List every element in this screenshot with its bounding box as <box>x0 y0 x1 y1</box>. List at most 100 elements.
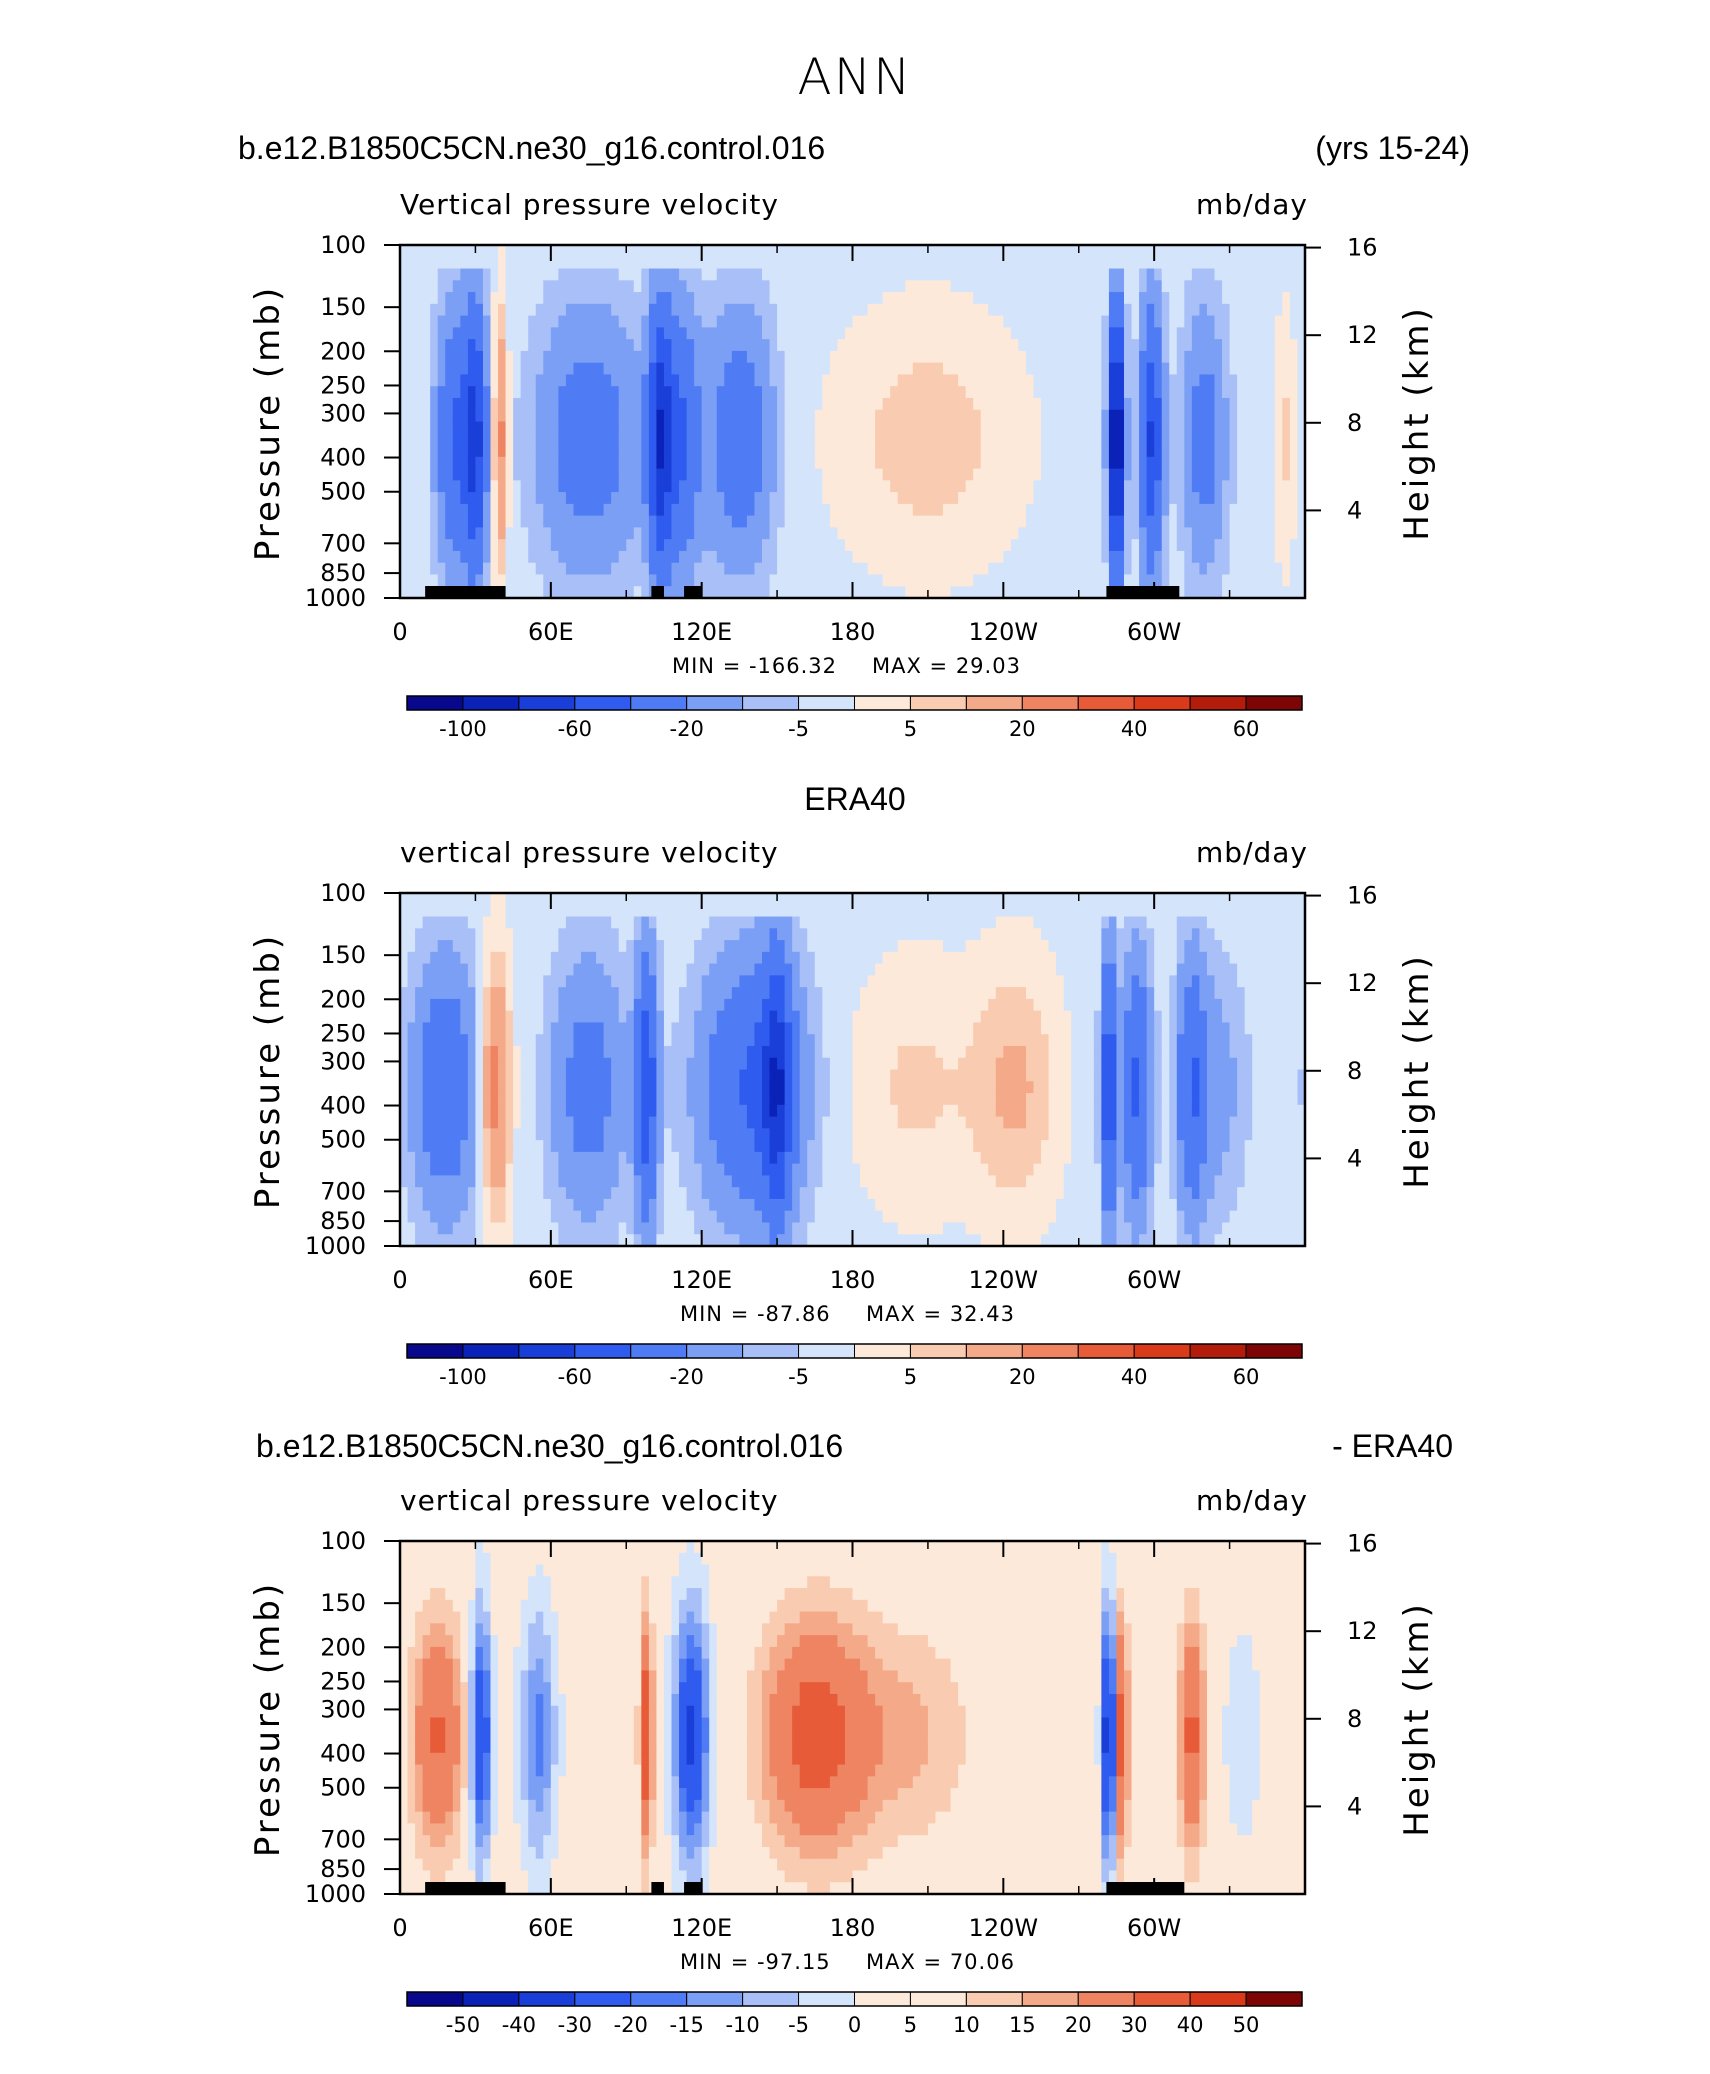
field-cell <box>927 503 937 517</box>
field-cell <box>415 1022 424 1035</box>
field-cell <box>656 550 665 564</box>
field-cell <box>814 539 823 552</box>
field-cell <box>626 550 635 564</box>
field-cell <box>467 1010 477 1024</box>
field-cell <box>543 303 552 317</box>
field-cell <box>1199 550 1208 564</box>
field-cell <box>679 456 688 470</box>
field-cell <box>686 433 695 446</box>
field-cell <box>1206 433 1216 446</box>
field-cell <box>1048 362 1057 376</box>
field-cell <box>400 433 409 446</box>
field-cell <box>407 963 416 976</box>
field-cell <box>445 916 454 929</box>
field-cell <box>995 527 1004 540</box>
field-cell <box>1267 492 1276 505</box>
field-cell <box>679 1234 688 1247</box>
field-cell <box>1056 433 1065 446</box>
field-cell <box>920 339 929 352</box>
field-cell <box>641 998 650 1012</box>
field-cell <box>535 1140 544 1153</box>
field-cell <box>1146 362 1155 376</box>
field-cell <box>882 397 891 411</box>
panel-1-left-title: b.e12.B1850C5CN.ne30_g16.control.016 <box>238 130 826 166</box>
field-cell <box>581 315 590 328</box>
field-cell <box>724 292 733 305</box>
field-cell <box>656 527 665 540</box>
field-cell <box>1184 539 1193 552</box>
field-cell <box>671 1093 680 1106</box>
field-cell <box>716 292 725 305</box>
field-cell <box>1282 503 1291 517</box>
field-cell <box>520 963 529 976</box>
field-cell <box>1297 574 1306 587</box>
field-cell <box>550 480 559 493</box>
field-cell <box>543 975 552 988</box>
field-cell <box>799 586 808 599</box>
field-cell <box>943 421 952 434</box>
field-cell <box>1078 315 1087 328</box>
field-cell <box>754 280 763 293</box>
field-cell <box>694 327 703 340</box>
field-cell <box>829 409 839 423</box>
field-cell <box>565 456 575 470</box>
field-cell <box>400 1187 409 1200</box>
field-cell <box>724 409 733 423</box>
field-cell <box>701 350 710 364</box>
field-cell <box>1041 315 1050 328</box>
field-cell <box>475 350 484 364</box>
field-cell <box>679 350 688 364</box>
field-cell <box>520 515 529 528</box>
field-cell <box>633 975 642 988</box>
field-cell <box>520 916 529 929</box>
field-cell <box>437 998 446 1012</box>
field-cell <box>814 586 823 599</box>
field-cell <box>1033 515 1042 528</box>
field-cell <box>641 292 650 305</box>
field-cell <box>641 1093 650 1106</box>
field-cell <box>490 940 499 953</box>
field-cell <box>498 280 507 293</box>
field-cell <box>581 327 590 340</box>
field-cell <box>581 397 590 411</box>
field-cell <box>490 492 499 505</box>
field-cell <box>400 1010 409 1024</box>
field-cell <box>1229 421 1238 434</box>
field-cell <box>550 527 559 540</box>
field-cell <box>1184 374 1193 387</box>
field-cell <box>1297 445 1306 458</box>
field-cell <box>482 1140 492 1153</box>
field-cell <box>1176 480 1185 493</box>
field-cell <box>694 1163 703 1176</box>
field-cell <box>1282 409 1291 423</box>
field-cell <box>633 339 642 352</box>
field-cell <box>1101 280 1110 293</box>
field-cell <box>596 409 605 423</box>
field-cell <box>430 409 439 423</box>
field-cell <box>1206 386 1216 399</box>
field-cell <box>897 433 906 446</box>
field-cell <box>792 586 801 599</box>
field-cell <box>988 492 997 505</box>
field-cell <box>943 315 952 328</box>
colorbar-label: 5 <box>904 717 917 741</box>
field-cell <box>603 1093 612 1106</box>
field-cell <box>716 480 725 493</box>
field-cell <box>1191 433 1201 446</box>
field-cell <box>565 951 575 965</box>
field-cell <box>505 1234 514 1247</box>
field-cell <box>1252 586 1261 599</box>
field-cell <box>1071 409 1080 423</box>
field-cell <box>633 893 642 906</box>
field-cell <box>1071 245 1080 258</box>
field-cell <box>513 397 522 411</box>
field-cell <box>807 245 816 258</box>
field-cell <box>950 280 959 293</box>
field-cell <box>995 574 1004 587</box>
field-cell <box>407 1010 416 1024</box>
colorbar-swatch <box>1245 695 1303 711</box>
field-cell <box>943 562 952 576</box>
field-cell <box>407 1045 416 1059</box>
field-cell <box>543 1104 552 1118</box>
field-cell <box>460 562 469 576</box>
